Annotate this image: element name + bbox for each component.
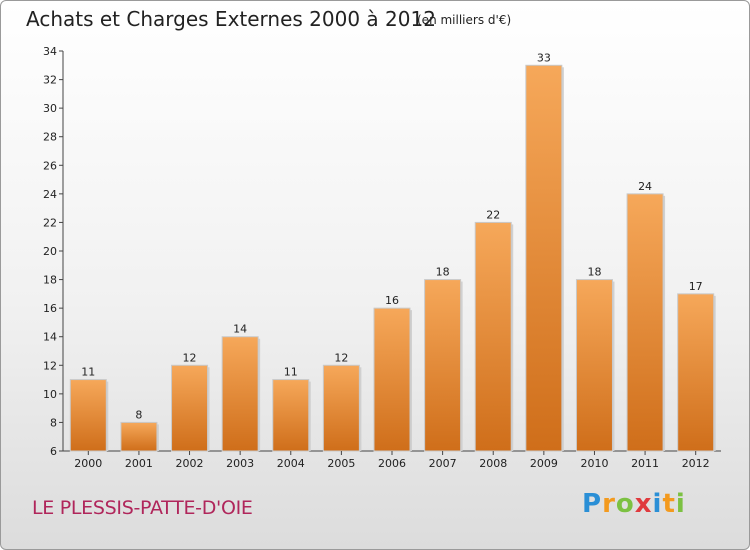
x-tick-label: 2004 [277,457,305,470]
x-tick-label: 2002 [176,457,204,470]
bar-2009 [525,64,563,452]
y-tick-label: 34 [43,45,57,58]
proxiti-logo[interactable]: Proxiti [582,489,686,519]
y-tick-label: 14 [43,331,57,344]
bar-value-label: 17 [689,280,703,293]
bar-2004 [272,379,310,452]
bar-value-label: 33 [537,51,551,64]
bar-2008 [474,221,512,452]
bar-2002 [171,364,209,452]
x-tick-label: 2003 [226,457,254,470]
y-tick-label: 10 [43,388,57,401]
bar-value-label: 11 [284,366,298,379]
bar-2003 [221,336,259,452]
x-tick-label: 2008 [479,457,507,470]
y-tick-label: 12 [43,359,57,372]
y-tick-label: 24 [43,188,57,201]
y-tick-label: 16 [43,302,57,315]
x-tick-label: 2000 [74,457,102,470]
bar-value-label: 12 [334,351,348,364]
bar-2006 [373,307,411,452]
bar-2001 [120,421,158,452]
bar-2011 [626,193,664,452]
x-tick-label: 2012 [682,457,710,470]
x-tick-label: 2006 [378,457,406,470]
bar-2012 [677,293,715,452]
bar-2010 [575,279,613,452]
bar-value-label: 14 [233,323,247,336]
chart-title: Achats et Charges Externes 2000 à 2012 [26,7,436,31]
bar-value-label: 8 [135,408,142,421]
y-tick-label: 26 [43,159,57,172]
x-tick-label: 2005 [327,457,355,470]
bar-value-label: 18 [587,266,601,279]
x-tick-label: 2001 [125,457,153,470]
y-tick-label: 8 [50,416,57,429]
y-tick-label: 6 [50,445,57,458]
y-tick-label: 22 [43,216,57,229]
bar-value-label: 16 [385,294,399,307]
plot-area: 6 8 10 12 14 16 18 20 22 24 26 28 30 32 34 11 2000 8 2001 1… [43,45,721,470]
commune-name: LE PLESSIS-PATTE-D'OIE [32,497,253,519]
chart-subtitle: (en milliers d'€) [417,13,512,27]
x-tick-label: 2009 [530,457,558,470]
bar-2000 [69,379,107,452]
x-tick-label: 2011 [631,457,659,470]
y-tick-label: 20 [43,245,57,258]
bar-value-label: 24 [638,180,652,193]
y-tick-label: 28 [43,131,57,144]
bar-value-label: 18 [436,266,450,279]
y-tick-label: 32 [43,74,57,87]
bar-2005 [322,364,360,452]
y-tick-label: 18 [43,274,57,287]
bar-value-label: 22 [486,208,500,221]
bar-2007 [424,279,462,452]
y-tick-label: 30 [43,102,57,115]
x-tick-label: 2007 [429,457,457,470]
bar-value-label: 11 [81,366,95,379]
bar-value-label: 12 [183,351,197,364]
x-tick-label: 2010 [580,457,608,470]
